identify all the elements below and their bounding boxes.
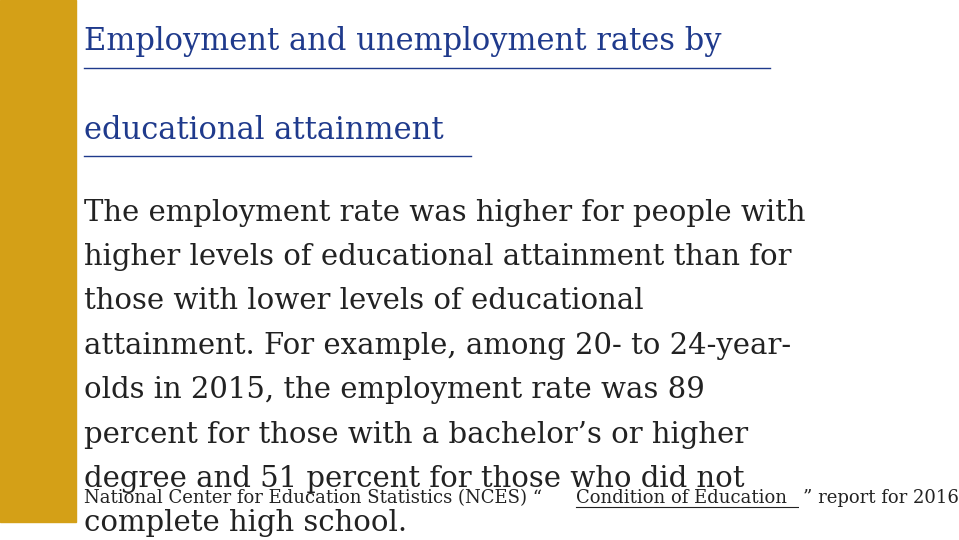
Text: educational attainment: educational attainment — [84, 115, 444, 146]
Bar — [0, 0, 76, 522]
Text: The employment rate was higher for people with: The employment rate was higher for peopl… — [84, 199, 806, 226]
Text: degree and 51 percent for those who did not: degree and 51 percent for those who did … — [84, 465, 744, 493]
Text: National Center for Education Statistics (NCES) “: National Center for Education Statistics… — [84, 489, 542, 507]
Text: ” report for 2016: ” report for 2016 — [804, 489, 959, 507]
Text: Employment and unemployment rates by: Employment and unemployment rates by — [84, 26, 721, 57]
Text: attainment. For example, among 20- to 24-year-: attainment. For example, among 20- to 24… — [84, 332, 791, 360]
Text: percent for those with a bachelor’s or higher: percent for those with a bachelor’s or h… — [84, 421, 748, 449]
Text: Condition of Education: Condition of Education — [576, 489, 787, 507]
Text: complete high school.: complete high school. — [84, 509, 407, 537]
Text: olds in 2015, the employment rate was 89: olds in 2015, the employment rate was 89 — [84, 376, 705, 404]
Text: those with lower levels of educational: those with lower levels of educational — [84, 287, 643, 315]
Text: higher levels of educational attainment than for: higher levels of educational attainment … — [84, 243, 791, 271]
